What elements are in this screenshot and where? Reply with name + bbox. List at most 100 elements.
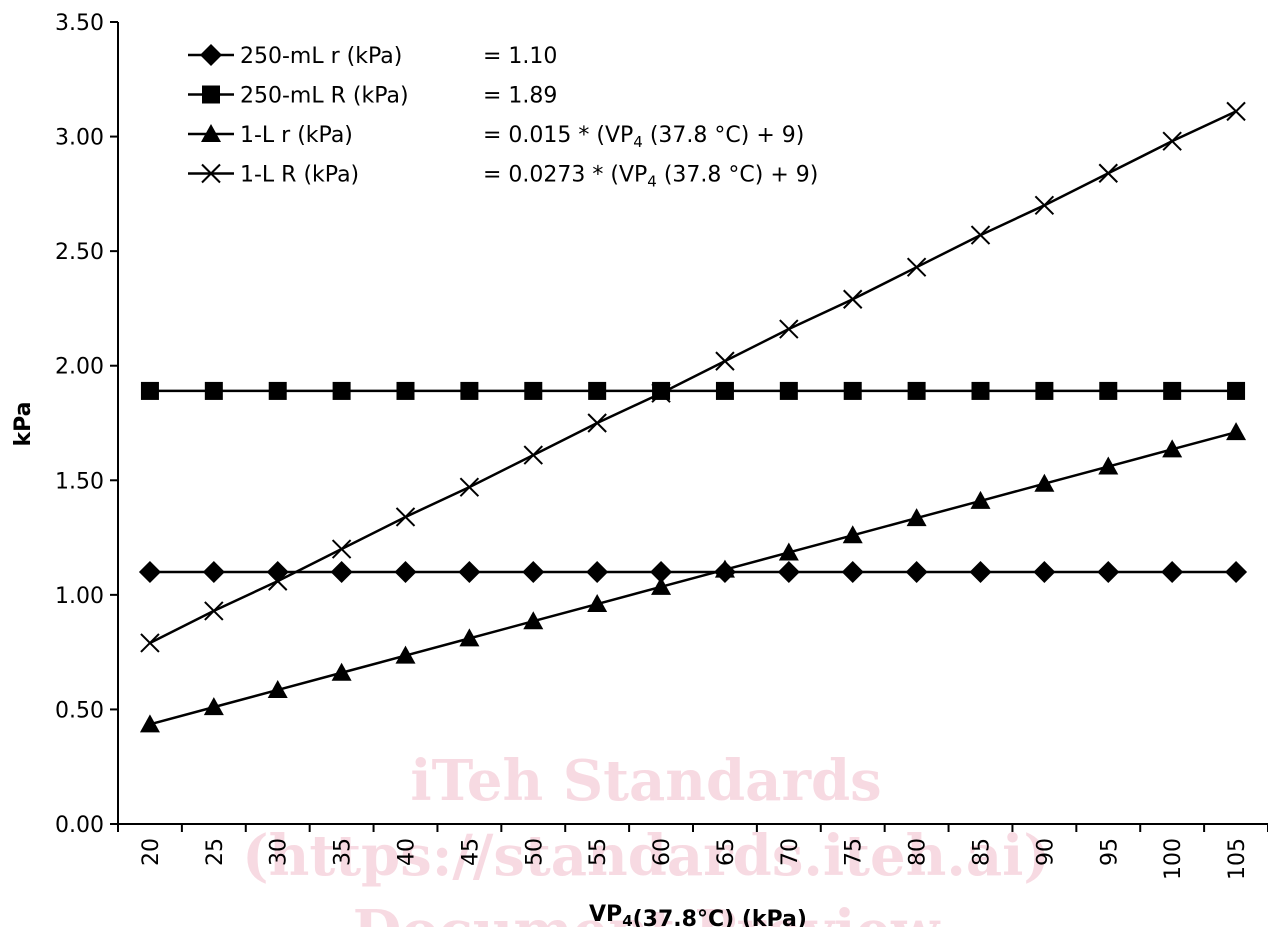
legend-entry: 1-L r (kPa) = 0.015 * (VP4 (37.8 °C) + 9) [188, 123, 804, 151]
data-point-x [459, 477, 480, 497]
data-point-triangle [459, 628, 480, 647]
data-point-triangle [1034, 473, 1055, 492]
data-point-x [906, 257, 927, 277]
legend: 250-mL r (kPa) = 1.10 250-mL R (kPa) = 1.89… [188, 44, 818, 191]
data-point-triangle [139, 714, 160, 733]
data-point-diamond [1097, 560, 1120, 583]
legend-formula: = 1.89 [483, 84, 557, 109]
data-point-x-stroke-b [523, 445, 543, 465]
data-point-x [779, 319, 799, 339]
series-4 [140, 101, 1246, 653]
data-point-diamond [841, 560, 864, 583]
legend-formula-part: = 1.10 [483, 44, 557, 69]
x-tick-label: 90 [1033, 838, 1058, 866]
data-point-x [1034, 195, 1055, 216]
series-line [149, 430, 1237, 726]
data-point-square [588, 381, 607, 400]
y-tick-label: 1.50 [55, 469, 104, 494]
data-point-triangle [714, 559, 735, 578]
data-point-triangle [587, 594, 608, 613]
data-point-x-stroke-b [395, 507, 416, 527]
x-tick-label: 85 [970, 838, 995, 866]
legend-label: 250-mL R (kPa) [240, 84, 409, 109]
data-point-x-stroke-b [843, 289, 863, 309]
data-point-diamond [266, 560, 289, 583]
x-tick-label: 20 [139, 838, 164, 866]
data-point-diamond [458, 560, 481, 583]
x-tick-label: 55 [586, 838, 611, 866]
data-point-x [1226, 101, 1246, 122]
series-1 [138, 560, 1248, 583]
data-point-triangle [1226, 422, 1247, 441]
legend-label: 1-L r (kPa) [240, 123, 353, 148]
data-point-triangle [970, 490, 991, 509]
y-tick-label: 0.00 [55, 813, 104, 838]
data-point-x [523, 445, 543, 465]
data-point-x [331, 539, 352, 559]
data-point-square [396, 381, 415, 400]
y-axis-title: kPa [11, 401, 36, 446]
data-point-x-stroke-b [906, 257, 927, 277]
data-point-triangle [651, 576, 672, 595]
y-tick-label: 2.00 [55, 355, 104, 380]
y-tick-label: 3.00 [55, 126, 104, 151]
y-tick-label: 0.50 [55, 698, 104, 723]
data-point-x-stroke-b [1162, 131, 1182, 151]
x-tick-label: 80 [906, 838, 931, 866]
x-axis-title-subscript: 4 [622, 912, 632, 927]
legend-entry: 1-L R (kPa) = 0.0273 * (VP4 (37.8 °C) + 9… [188, 163, 818, 191]
x-tick-label: 105 [1225, 838, 1250, 880]
x-tick-label: 50 [522, 838, 547, 866]
data-point-square [715, 381, 734, 400]
data-point-square [524, 381, 543, 400]
x-axis-title-part: VP [589, 902, 622, 927]
data-point-x [651, 383, 671, 403]
legend-formula-part: = 1.89 [483, 84, 557, 109]
data-point-square [332, 381, 351, 400]
data-point-diamond [394, 560, 417, 583]
data-point-diamond [138, 560, 161, 583]
data-point-diamond [586, 560, 609, 583]
watermark-line-1: iTeh Standards [410, 748, 881, 814]
series-2 [140, 381, 1246, 400]
x-tick-label: 75 [842, 838, 867, 866]
y-tick-label: 3.50 [55, 11, 104, 36]
data-point-square [1099, 381, 1118, 400]
data-point-diamond [969, 560, 992, 583]
data-point-triangle [842, 525, 863, 544]
x-tick-label: 35 [331, 838, 356, 866]
data-point-x [843, 289, 863, 309]
data-point-triangle [906, 508, 927, 527]
x-tick-label: 100 [1161, 838, 1186, 880]
data-point-x-stroke-b [1226, 101, 1246, 122]
legend-entry: 250-mL R (kPa) = 1.89 [188, 84, 557, 109]
data-point-x [1162, 131, 1182, 151]
data-point-diamond [777, 560, 800, 583]
data-point-diamond [1033, 560, 1056, 583]
data-point-x [395, 507, 416, 527]
x-tick-label: 60 [650, 838, 675, 866]
y-tick-label: 2.50 [55, 240, 104, 265]
data-point-diamond [650, 560, 673, 583]
data-point-x-stroke-b [268, 571, 288, 591]
data-point-x-stroke-b [140, 633, 160, 653]
data-point-diamond [1225, 560, 1248, 583]
legend-formula-subscript: 4 [647, 173, 657, 191]
legend-formula-part: (37.8 °C) + 9) [657, 163, 819, 188]
x-tick-label: 30 [267, 838, 292, 866]
axes: 0.00 0.50 1.00 1.50 2.00 2.50 3.00 3.50 20 25 30 35… [55, 11, 1268, 880]
legend-formula-part: = 0.015 * (VP [483, 123, 633, 148]
x-axis-title-part: (37.8°C) (kPa) [633, 907, 807, 927]
data-point-diamond [522, 560, 545, 583]
x-tick-label: 45 [458, 838, 483, 866]
data-point-x [587, 413, 607, 433]
x-tick-label: 95 [1097, 838, 1122, 866]
data-point-x [140, 633, 160, 653]
x-tick-label: 65 [714, 838, 739, 866]
data-point-x-stroke-b [970, 225, 991, 245]
legend-entry: 250-mL r (kPa) = 1.10 [188, 44, 557, 69]
data-point-x-stroke-b [1098, 163, 1118, 183]
series-line [149, 110, 1237, 645]
data-point-x-stroke-b [459, 477, 480, 497]
